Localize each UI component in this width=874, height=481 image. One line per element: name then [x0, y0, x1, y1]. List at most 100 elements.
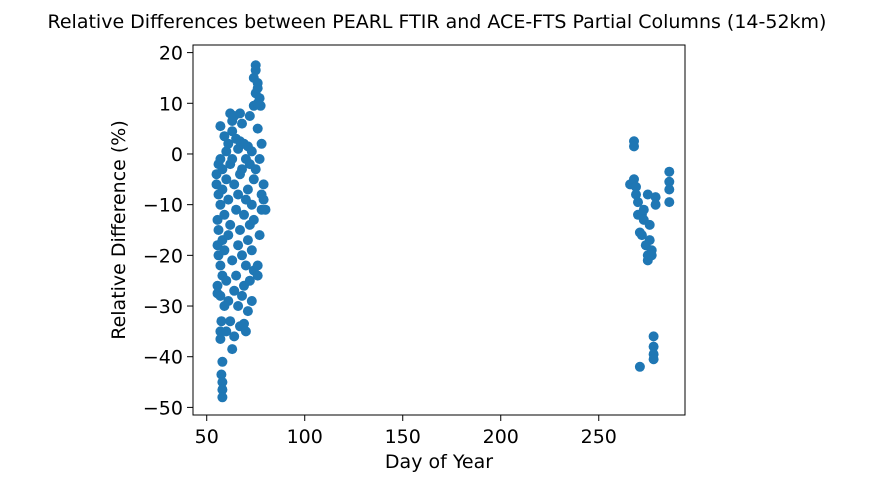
data-point [223, 296, 234, 306]
data-point [217, 384, 228, 395]
data-point [233, 189, 244, 200]
data-point [246, 245, 257, 256]
data-point [636, 230, 647, 241]
data-point [219, 209, 230, 220]
data-point [260, 204, 271, 215]
data-point [233, 240, 244, 251]
y-tick-label: −40 [143, 347, 183, 369]
data-point [227, 154, 238, 164]
data-point [237, 290, 247, 301]
data-point [212, 214, 223, 225]
y-axis-label: Relative Difference (%) [108, 120, 130, 340]
data-point [221, 146, 232, 157]
data-point [246, 199, 257, 210]
data-point [215, 334, 226, 344]
data-point [664, 166, 675, 177]
data-point [631, 189, 641, 200]
data-point [638, 204, 649, 215]
y-tick-label: −10 [143, 195, 183, 217]
data-point [227, 255, 238, 266]
data-point [216, 369, 227, 380]
data-point [252, 270, 263, 281]
y-tick-label: −30 [143, 296, 183, 318]
data-point [642, 189, 653, 200]
x-tick-label: 150 [385, 426, 421, 448]
x-tick-label: 200 [483, 426, 519, 448]
data-point [646, 250, 657, 261]
x-axis-label: Day of Year [385, 451, 493, 473]
data-point [227, 344, 238, 355]
data-point [648, 331, 659, 342]
plot-frame [192, 44, 686, 416]
data-point [229, 285, 240, 296]
data-point [223, 230, 234, 241]
data-point [217, 377, 228, 388]
data-point [237, 118, 247, 129]
data-point [231, 204, 242, 215]
data-point [648, 341, 659, 352]
data-point [254, 154, 265, 164]
data-point [248, 174, 259, 185]
y-tick-label: −50 [143, 397, 183, 419]
x-tick-label: 100 [287, 426, 323, 448]
data-point [215, 154, 226, 164]
x-tick-label: 250 [581, 426, 617, 448]
data-point [258, 194, 269, 205]
data-point [633, 197, 643, 208]
data-point [242, 184, 253, 195]
data-point [223, 194, 234, 205]
data-point [644, 219, 655, 230]
y-tick-label: −20 [143, 245, 183, 267]
data-point [246, 296, 257, 306]
data-point [644, 235, 655, 246]
data-point [217, 164, 228, 175]
data-point [254, 93, 265, 104]
data-point [634, 361, 645, 372]
data-point [258, 179, 269, 190]
data-point [254, 230, 265, 241]
data-point [252, 123, 263, 134]
data-point [248, 214, 259, 225]
data-point [250, 65, 261, 76]
data-point [240, 260, 251, 271]
data-point [252, 260, 263, 271]
data-point [664, 176, 675, 187]
data-point [229, 179, 240, 190]
data-point [244, 275, 255, 286]
data-point [242, 235, 253, 246]
data-point [240, 326, 251, 337]
data-point [648, 354, 659, 365]
data-point [239, 318, 249, 329]
data-point [239, 209, 249, 220]
y-axis-ticks: 20 10 0 −10 −20 −30 −40 −50 [143, 43, 193, 419]
data-points [211, 60, 675, 403]
data-point [664, 184, 675, 195]
data-point [255, 100, 266, 111]
y-tick-label: 10 [159, 93, 183, 115]
data-point [229, 331, 240, 342]
data-point [252, 83, 263, 94]
data-point [237, 164, 247, 175]
x-axis-ticks: 50 100 150 200 250 [195, 415, 617, 448]
chart-title: Relative Differences between PEARL FTIR … [48, 11, 827, 33]
data-point [244, 111, 255, 121]
data-point [215, 199, 226, 210]
data-point [650, 199, 661, 210]
data-point [215, 290, 226, 301]
data-point [217, 356, 228, 367]
data-point [250, 164, 261, 175]
data-point [631, 181, 641, 192]
data-point [221, 174, 232, 185]
data-point [223, 138, 234, 149]
data-point [242, 306, 253, 317]
data-point [219, 245, 230, 256]
data-point [235, 225, 245, 235]
data-point [213, 225, 224, 235]
data-point [225, 219, 236, 230]
data-point [221, 275, 232, 286]
data-point [217, 184, 228, 195]
data-point [225, 316, 236, 327]
data-point [227, 126, 238, 137]
data-point [231, 270, 242, 281]
